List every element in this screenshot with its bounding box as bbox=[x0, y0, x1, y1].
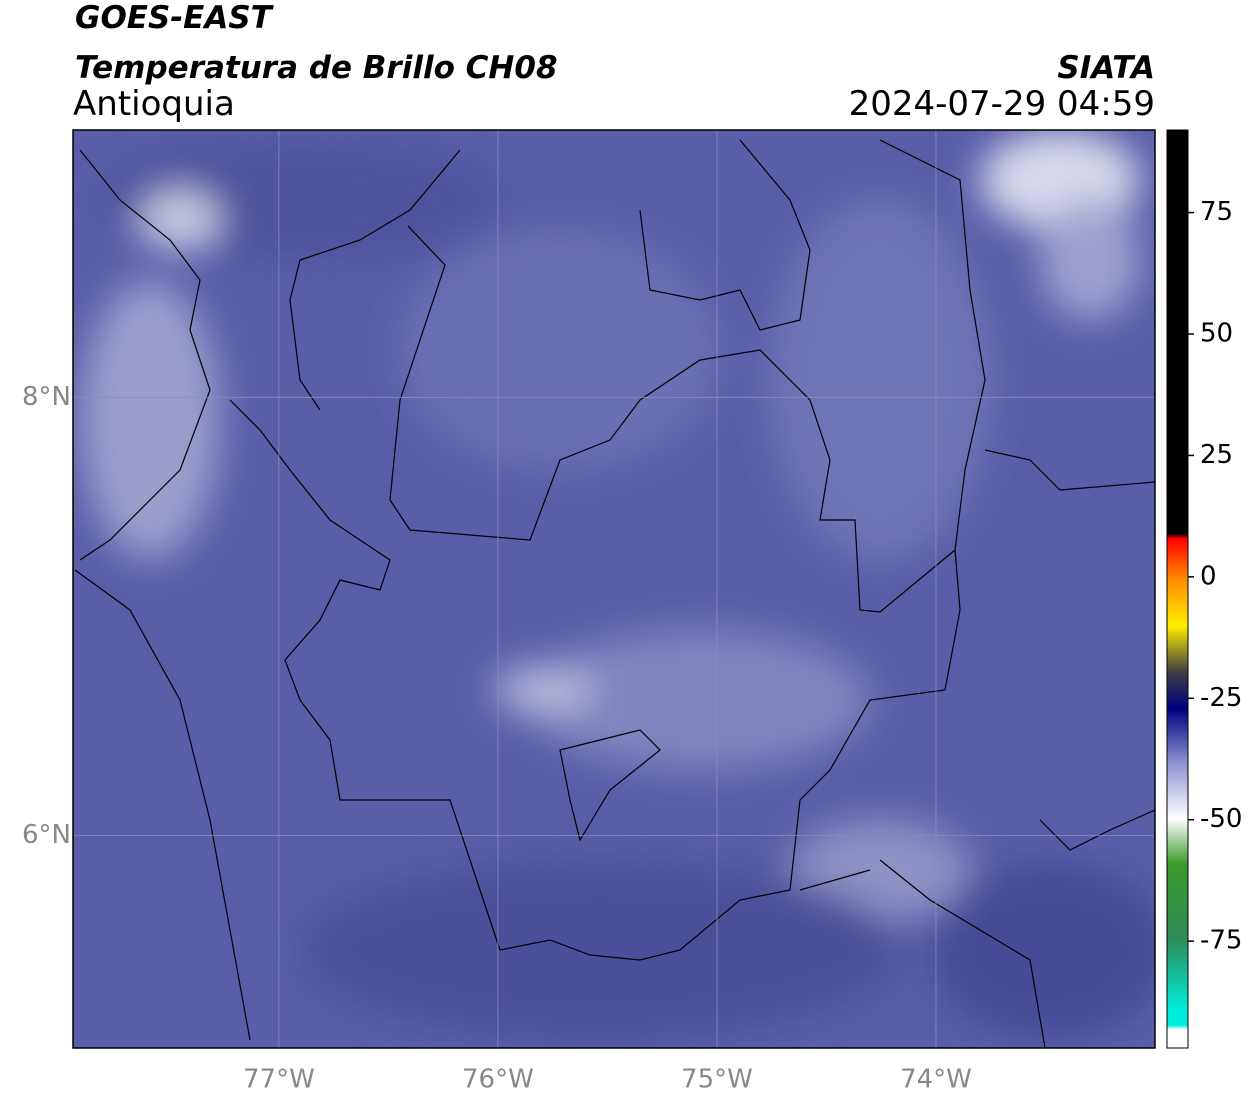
source: SIATA bbox=[1057, 50, 1155, 86]
map-frame bbox=[72, 129, 1156, 1049]
subtitle: Temperatura de Brillo CH08 bbox=[75, 50, 558, 86]
lat-tick-label: 8°N bbox=[22, 382, 71, 412]
lon-tick-label: 75°W bbox=[681, 1065, 753, 1095]
border-antioquia bbox=[229, 225, 961, 961]
region: Antioquia bbox=[73, 84, 235, 124]
border-east bbox=[879, 139, 1155, 551]
lat-tick-label: 6°N bbox=[22, 820, 71, 850]
colorbar-tick-label: -25 bbox=[1200, 683, 1242, 713]
colorbar-tick-label: 25 bbox=[1200, 440, 1233, 470]
graticule bbox=[73, 130, 1155, 1048]
colorbar-tick-label: -50 bbox=[1200, 804, 1242, 834]
lon-tick-label: 74°W bbox=[900, 1065, 972, 1095]
colorbar bbox=[1166, 129, 1189, 1049]
lon-tick-label: 76°W bbox=[462, 1065, 534, 1095]
colorbar-tick-label: 50 bbox=[1200, 319, 1233, 349]
coast-pacific bbox=[74, 149, 251, 1041]
border-cordoba bbox=[639, 139, 811, 331]
border-south bbox=[799, 809, 1155, 1048]
colorbar-tick-label: 75 bbox=[1200, 197, 1233, 227]
lon-tick-label: 77°W bbox=[243, 1065, 315, 1095]
title: GOES-EAST bbox=[75, 0, 275, 36]
datetime: 2024-07-29 04:59 bbox=[849, 84, 1155, 124]
map-image bbox=[73, 130, 1155, 1048]
border-medellin bbox=[559, 729, 661, 842]
coast-uraba bbox=[289, 149, 461, 411]
colorbar-tick-label: -75 bbox=[1200, 926, 1242, 956]
cloud-field bbox=[80, 130, 1155, 1040]
colorbar-tick-label: 0 bbox=[1200, 561, 1217, 591]
